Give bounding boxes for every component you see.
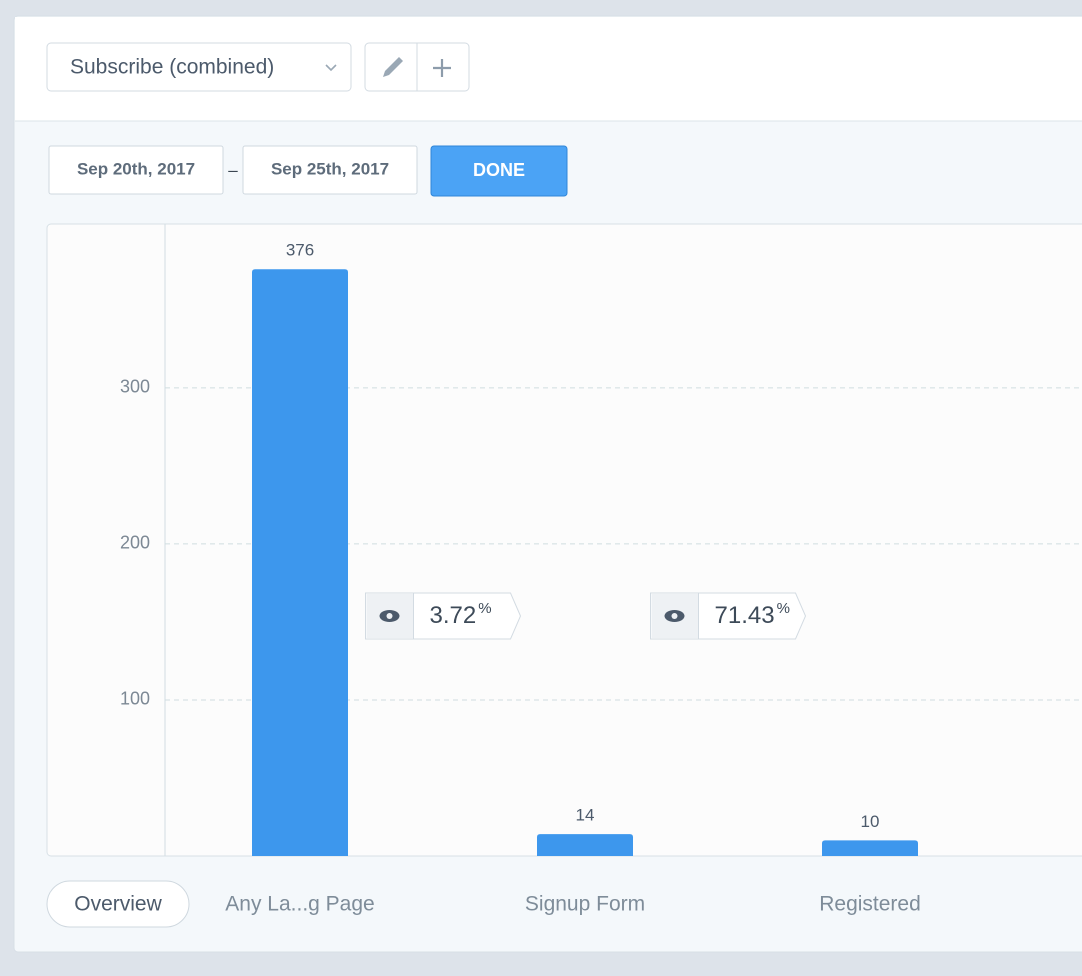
- eye-pupil: [386, 613, 393, 619]
- eye-pupil: [671, 613, 678, 619]
- done-button[interactable]: [430, 145, 568, 197]
- event-dropdown[interactable]: [46, 42, 352, 92]
- add-button[interactable]: [433, 59, 451, 77]
- edit-button[interactable]: [383, 57, 403, 77]
- bar: [537, 834, 633, 856]
- bar: [252, 269, 348, 856]
- start-date-input[interactable]: [48, 145, 224, 195]
- category-label: Any La...g Page: [225, 893, 374, 916]
- category-label: Registered: [819, 893, 921, 916]
- chart-panel: [46, 223, 1082, 857]
- done-label: DONE: [473, 160, 525, 180]
- conversion-unit: %: [478, 600, 491, 617]
- conversion-rate: 71.43%: [715, 600, 790, 629]
- start-date: Sep 20th, 2017: [77, 159, 195, 178]
- overview-label: Overview: [74, 893, 162, 916]
- overview-tab[interactable]: [46, 880, 190, 928]
- conversion-value: 3.72: [430, 602, 477, 629]
- conversion-badge: 3.72%: [365, 592, 522, 640]
- conversion-badge: 71.43%: [650, 592, 807, 640]
- bar: [822, 840, 918, 856]
- y-tick-label: 300: [120, 377, 150, 397]
- conversion-unit: %: [777, 600, 790, 617]
- end-date: Sep 25th, 2017: [271, 159, 389, 178]
- chevron: [325, 64, 337, 72]
- category-label: Signup Form: [525, 893, 645, 916]
- value-label: 10: [861, 812, 880, 831]
- y-tick-label: 100: [120, 689, 150, 709]
- dropdown-label: Subscribe (combined): [70, 56, 274, 79]
- value-label: 14: [576, 806, 595, 825]
- y-tick-label: 200: [120, 533, 150, 553]
- conversion-value: 71.43: [715, 602, 775, 629]
- value-label: 376: [286, 241, 314, 260]
- end-date-input[interactable]: [242, 145, 418, 195]
- conversion-rate: 3.72%: [430, 600, 492, 629]
- date-separator: –: [228, 160, 238, 179]
